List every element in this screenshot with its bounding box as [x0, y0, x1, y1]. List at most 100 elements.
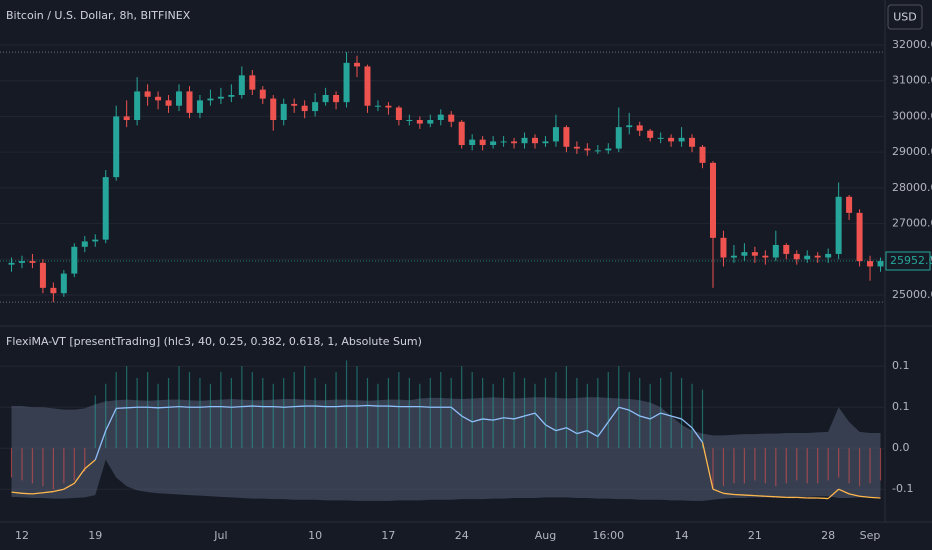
x-tick-label: 28	[821, 529, 835, 542]
candle-body	[678, 137, 685, 142]
line-segment	[315, 405, 326, 408]
line-segment	[838, 488, 850, 495]
line-segment	[231, 405, 242, 408]
y-tick-label: 27000.0	[892, 217, 932, 230]
line-segment	[472, 418, 483, 423]
candle-body	[814, 255, 821, 258]
band-area	[11, 448, 881, 501]
candle-body	[657, 137, 664, 139]
candle-body	[249, 75, 256, 90]
candle-body	[479, 139, 486, 145]
candle-body	[134, 91, 141, 120]
candle-body	[605, 148, 612, 151]
candle-body	[333, 95, 340, 103]
x-tick-label: 21	[748, 529, 762, 542]
currency-button[interactable]	[887, 4, 923, 30]
line-segment	[336, 405, 347, 408]
x-tick-label: 19	[88, 529, 102, 542]
line-segment	[220, 405, 232, 408]
line-segment	[116, 407, 127, 410]
candle-body	[532, 137, 538, 144]
line-segment	[482, 418, 494, 421]
candle-body	[280, 103, 287, 120]
y-tick-label: 0.0	[892, 441, 910, 454]
candle-body	[207, 98, 214, 101]
candle-body	[374, 105, 381, 107]
x-tick-label: 17	[381, 529, 395, 542]
candle-body	[92, 239, 99, 242]
line-segment	[639, 415, 651, 420]
candle-body	[741, 252, 748, 256]
line-segment	[168, 405, 180, 408]
candle-body	[500, 141, 507, 143]
candle-body	[615, 127, 622, 149]
candle-body	[490, 141, 497, 145]
currency-button-label[interactable]: USD	[893, 11, 917, 24]
candle-body	[312, 102, 319, 112]
line-segment	[63, 482, 75, 490]
candle-body	[584, 148, 591, 151]
line-segment	[126, 406, 138, 409]
x-tick-label: 14	[675, 529, 689, 542]
line-segment	[597, 421, 609, 437]
candle-body	[751, 252, 758, 256]
candle-body	[81, 241, 88, 247]
candle-body	[825, 253, 832, 258]
candle-body	[322, 95, 329, 103]
y-tick-label: 0.1	[892, 400, 910, 413]
candle-body	[259, 89, 266, 99]
line-segment	[503, 417, 515, 420]
line-segment	[450, 406, 463, 417]
line-segment	[775, 496, 787, 499]
candle-body	[877, 261, 884, 267]
candle-body	[144, 91, 151, 97]
line-segment	[158, 406, 169, 409]
candle-body	[804, 255, 811, 260]
line-segment	[701, 442, 714, 490]
candle-body	[238, 75, 245, 95]
candle-body	[511, 141, 518, 144]
marks	[8, 52, 884, 501]
line-segment	[628, 409, 641, 417]
line-segment	[53, 488, 64, 493]
line-segment	[273, 405, 284, 408]
last-price-label: 25952.0	[890, 254, 932, 267]
labels: 25000.026000.027000.028000.029000.030000…	[15, 38, 932, 542]
line-segment	[649, 412, 661, 420]
y-tick-label: 28000.0	[892, 181, 932, 194]
candle-body	[709, 162, 716, 238]
line-segment	[660, 412, 672, 417]
indicator-title: FlexiMA-VT [presentTrading] (hlc3, 40, 0…	[6, 335, 422, 348]
candle-body	[772, 245, 779, 258]
candle-body	[542, 141, 549, 144]
line-segment	[252, 405, 263, 408]
candle-body	[385, 105, 392, 108]
y-tick-label: -0.1	[892, 482, 913, 495]
candle-body	[354, 62, 361, 67]
line-segment	[283, 405, 295, 408]
candle-body	[636, 125, 643, 131]
line-segment	[199, 405, 211, 408]
line-segment	[534, 412, 546, 426]
line-segment	[241, 405, 253, 408]
line-segment	[723, 492, 735, 496]
line-segment	[859, 495, 871, 499]
candle-body	[846, 196, 853, 213]
line-segment	[42, 490, 54, 494]
line-segment	[147, 406, 159, 409]
x-tick-label: Aug	[535, 529, 556, 542]
candle-body	[448, 114, 455, 122]
candle-body	[720, 237, 727, 258]
x-tick-label: Sep	[860, 529, 881, 542]
line-segment	[73, 468, 86, 484]
chart-title: Bitcoin / U.S. Dollar, 8h, BITFINEX	[6, 9, 191, 22]
line-segment	[105, 408, 117, 431]
candle-body	[196, 100, 203, 113]
line-segment	[796, 496, 808, 499]
line-segment	[294, 405, 305, 408]
candle-body	[856, 212, 863, 262]
candle-body	[155, 96, 162, 101]
candle-body	[343, 62, 350, 103]
